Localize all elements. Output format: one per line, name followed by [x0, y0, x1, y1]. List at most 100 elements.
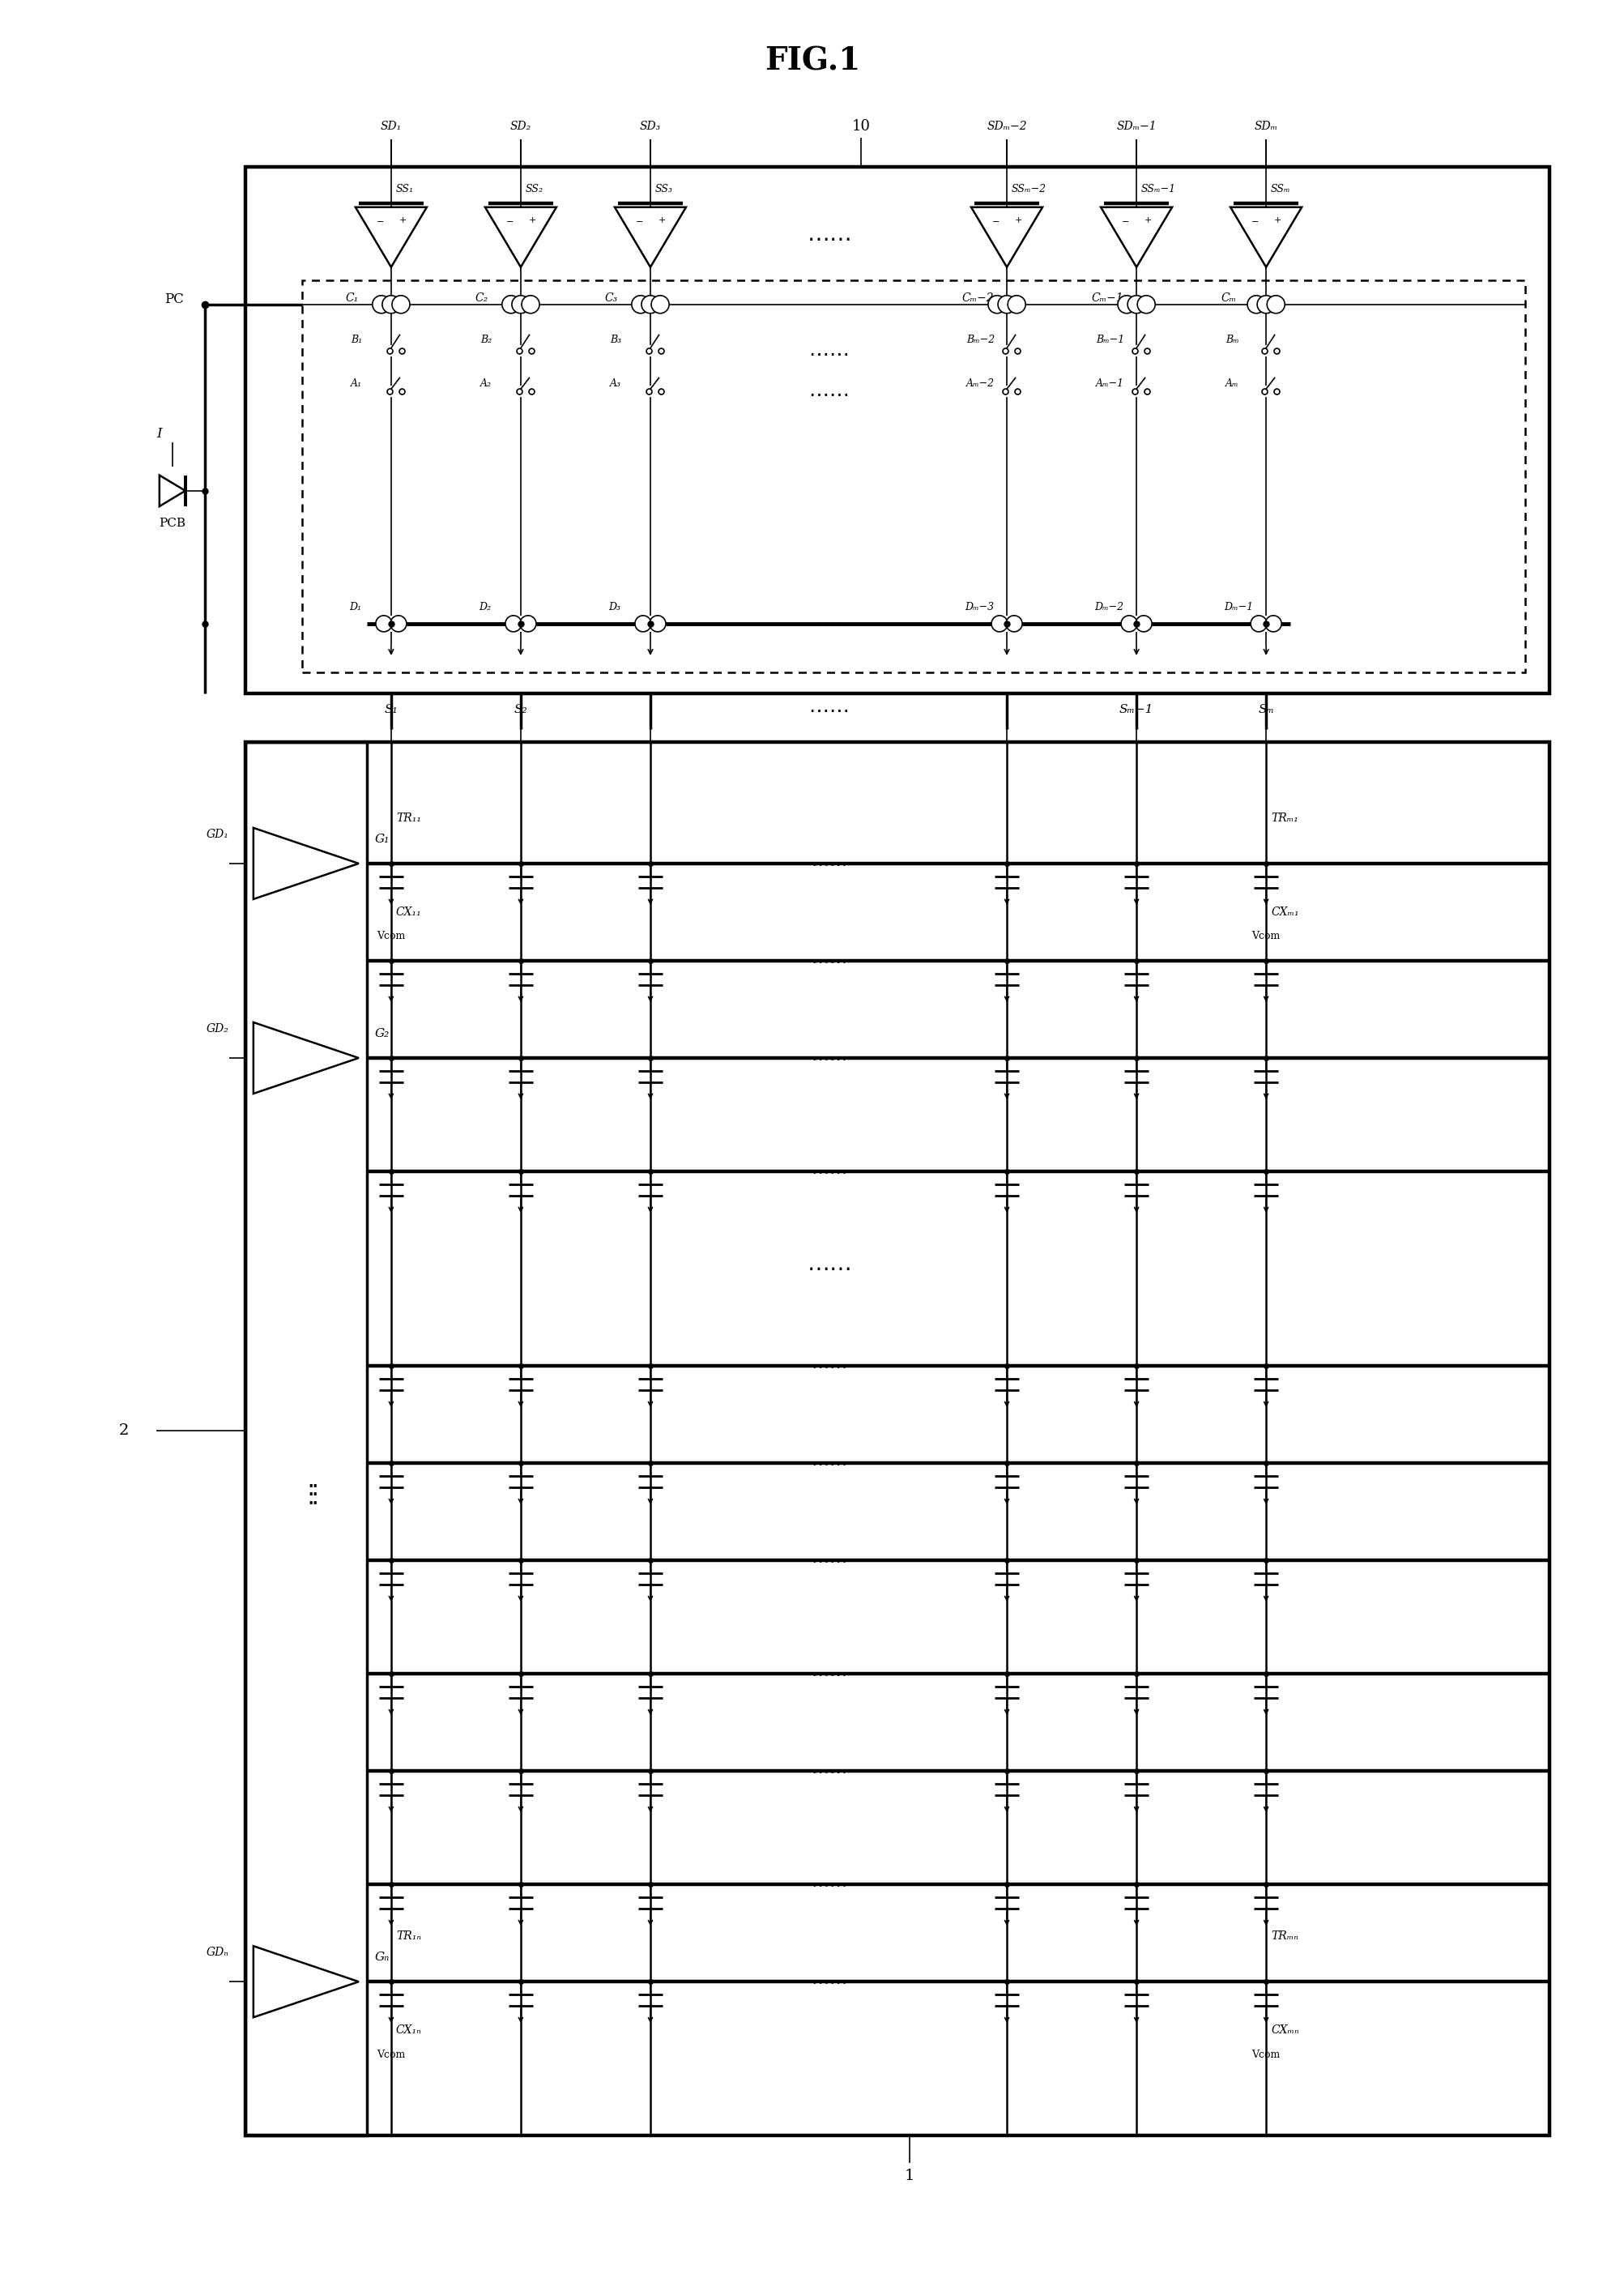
Text: Dₘ−1: Dₘ−1: [1223, 601, 1252, 613]
Polygon shape: [971, 207, 1043, 267]
Circle shape: [1250, 615, 1267, 631]
Text: Vcom: Vcom: [1250, 932, 1280, 941]
Text: $+$: $+$: [1273, 216, 1281, 226]
Text: CX₁₁: CX₁₁: [396, 907, 422, 918]
Text: TRₘ₁: TRₘ₁: [1270, 813, 1298, 825]
Text: SDₘ−1: SDₘ−1: [1116, 121, 1156, 132]
Text: $-$: $-$: [505, 216, 513, 223]
Text: Aₘ−1: Aₘ−1: [1096, 378, 1124, 390]
Bar: [245, 743, 1549, 2137]
Text: G₂: G₂: [375, 1027, 390, 1039]
Text: SSₘ−2: SSₘ−2: [1012, 185, 1046, 194]
Polygon shape: [253, 1023, 359, 1093]
Text: Sₘ: Sₘ: [1257, 704, 1273, 715]
Text: FIG.1: FIG.1: [765, 46, 859, 77]
Text: SS₃: SS₃: [654, 185, 672, 194]
Text: GD₂: GD₂: [206, 1023, 229, 1034]
Text: TRₘₙ: TRₘₙ: [1270, 1932, 1298, 1941]
Text: 2: 2: [119, 1424, 128, 1437]
Circle shape: [650, 615, 666, 631]
Text: SDₘ: SDₘ: [1254, 121, 1276, 132]
Circle shape: [997, 296, 1015, 314]
Circle shape: [1265, 615, 1281, 631]
Text: $\cdots\cdots$: $\cdots\cdots$: [806, 228, 851, 251]
Text: G₁: G₁: [375, 834, 390, 845]
Text: D₁: D₁: [349, 601, 361, 613]
Text: C₁: C₁: [346, 292, 359, 303]
Text: SD₂: SD₂: [510, 121, 531, 132]
Text: B₃: B₃: [609, 335, 620, 346]
Text: $\cdots\cdots$: $\cdots\cdots$: [806, 1257, 851, 1280]
Text: 1: 1: [905, 2169, 914, 2182]
Text: SS₁: SS₁: [396, 185, 414, 194]
Text: $\vdots$: $\vdots$: [302, 1483, 318, 1508]
Text: $+$: $+$: [658, 216, 666, 226]
Polygon shape: [253, 1945, 359, 2018]
Circle shape: [635, 615, 651, 631]
Text: Bₘ: Bₘ: [1224, 335, 1239, 346]
Circle shape: [1137, 296, 1155, 314]
Text: $\cdots\cdots$: $\cdots\cdots$: [809, 383, 848, 403]
Text: Cₘ−2: Cₘ−2: [961, 292, 992, 303]
Text: TR₁ₙ: TR₁ₙ: [396, 1932, 421, 1941]
Text: Vcom: Vcom: [377, 2050, 406, 2059]
Text: $\cdots\cdots$: $\cdots\cdots$: [810, 1665, 846, 1681]
Bar: [245, 166, 1549, 693]
Text: Aₘ: Aₘ: [1224, 378, 1239, 390]
Text: $\cdots\cdots$: $\cdots\cdots$: [810, 1050, 846, 1066]
Text: SD₃: SD₃: [640, 121, 661, 132]
Text: Sₘ−1: Sₘ−1: [1119, 704, 1153, 715]
Text: $-$: $-$: [1250, 216, 1259, 223]
Text: Aₘ−2: Aₘ−2: [966, 378, 994, 390]
Polygon shape: [1229, 207, 1301, 267]
Text: CXₘ₁: CXₘ₁: [1270, 907, 1298, 918]
Circle shape: [512, 296, 529, 314]
Text: Bₘ−1: Bₘ−1: [1096, 335, 1124, 346]
Circle shape: [390, 615, 406, 631]
Circle shape: [375, 615, 391, 631]
Circle shape: [651, 296, 669, 314]
Text: $\cdots\cdots$: $\cdots\cdots$: [809, 699, 848, 720]
Polygon shape: [486, 207, 555, 267]
Circle shape: [1117, 296, 1135, 314]
Text: $\cdots\cdots$: $\cdots\cdots$: [810, 1973, 846, 1989]
Text: $-$: $-$: [991, 216, 999, 223]
Bar: [302, 280, 1525, 672]
Circle shape: [1127, 296, 1145, 314]
Circle shape: [502, 296, 520, 314]
Text: Vcom: Vcom: [1250, 2050, 1280, 2059]
Circle shape: [1007, 296, 1025, 314]
Polygon shape: [253, 827, 359, 900]
Circle shape: [1005, 615, 1021, 631]
Text: $+$: $+$: [1013, 216, 1021, 226]
Circle shape: [520, 615, 536, 631]
Text: PC: PC: [164, 292, 184, 308]
Text: GDₙ: GDₙ: [206, 1948, 229, 1959]
Circle shape: [1121, 615, 1137, 631]
Text: D₃: D₃: [607, 601, 620, 613]
Text: Bₘ−2: Bₘ−2: [966, 335, 994, 346]
Circle shape: [391, 296, 409, 314]
Text: I: I: [156, 428, 161, 442]
Text: SSₘ−1: SSₘ−1: [1140, 185, 1176, 194]
Circle shape: [372, 296, 390, 314]
Text: S₁: S₁: [385, 704, 398, 715]
Text: GD₁: GD₁: [206, 829, 229, 841]
Text: 10: 10: [851, 118, 870, 134]
Circle shape: [1247, 296, 1265, 314]
Text: SDₘ−2: SDₘ−2: [986, 121, 1026, 132]
Text: Vcom: Vcom: [377, 932, 406, 941]
Text: PCB: PCB: [159, 517, 185, 528]
Text: $-$: $-$: [375, 216, 383, 223]
Circle shape: [1257, 296, 1275, 314]
Text: A₁: A₁: [351, 378, 362, 390]
Circle shape: [987, 296, 1005, 314]
Polygon shape: [614, 207, 685, 267]
Text: $\cdots\cdots$: $\cdots\cdots$: [810, 1456, 846, 1472]
Circle shape: [505, 615, 521, 631]
Text: C₃: C₃: [604, 292, 617, 303]
Text: $\cdots\cdots$: $\cdots\cdots$: [810, 1763, 846, 1779]
Text: Gₙ: Gₙ: [375, 1952, 390, 1964]
Text: Cₘ: Cₘ: [1220, 292, 1236, 303]
Circle shape: [1135, 615, 1151, 631]
